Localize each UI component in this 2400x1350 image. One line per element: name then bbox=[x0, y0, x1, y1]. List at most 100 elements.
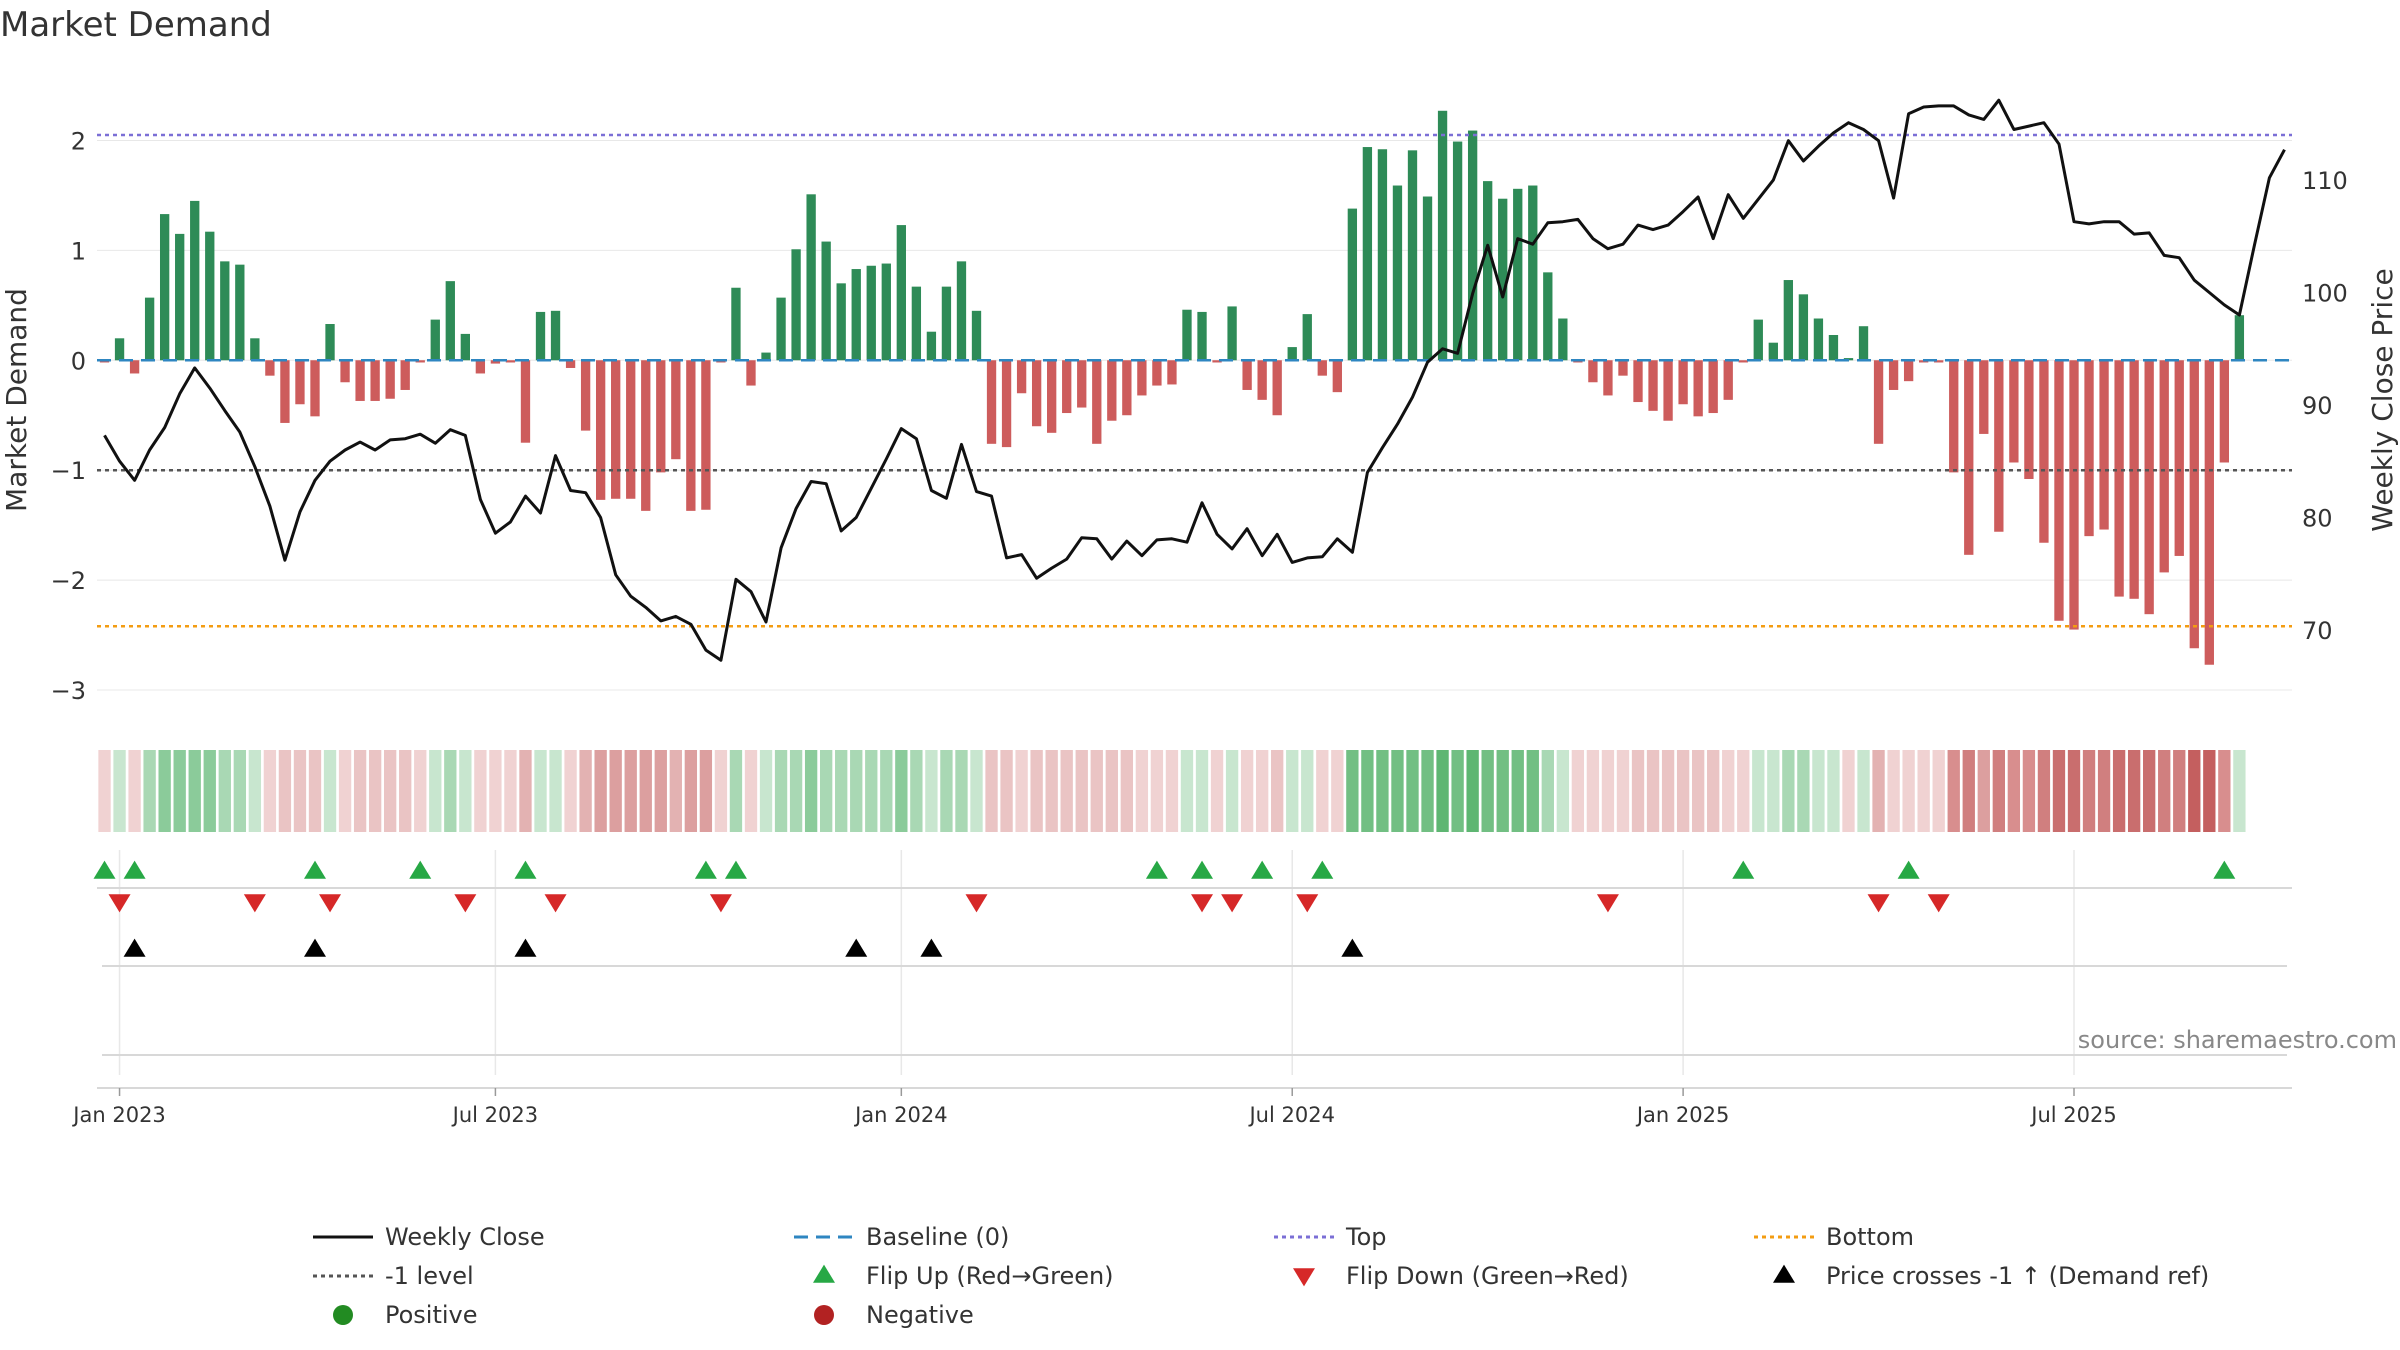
demand-bar bbox=[1663, 360, 1673, 421]
price-cross-marker bbox=[1341, 938, 1364, 957]
demand-bar bbox=[761, 352, 771, 361]
strip-cell bbox=[564, 750, 577, 832]
demand-bar bbox=[595, 360, 606, 500]
strip-cell bbox=[2037, 750, 2051, 832]
strip-cell bbox=[173, 750, 186, 832]
demand-bar bbox=[656, 360, 666, 473]
strip-cell bbox=[1752, 750, 1765, 832]
strip-cell bbox=[639, 750, 652, 832]
demand-bar bbox=[956, 261, 967, 361]
legend-item: Positive bbox=[333, 1301, 478, 1329]
strip-cell bbox=[699, 750, 713, 832]
flip-up-marker bbox=[1191, 860, 1214, 879]
demand-bar bbox=[520, 360, 531, 443]
x-tick-label: Jul 2024 bbox=[1247, 1103, 1334, 1127]
demand-bar bbox=[2144, 360, 2154, 615]
strip-cell bbox=[2067, 750, 2081, 832]
strip-cell bbox=[1000, 750, 1013, 832]
demand-bar bbox=[701, 360, 711, 510]
demand-bar bbox=[2174, 360, 2184, 556]
strip-cell bbox=[744, 750, 758, 832]
strip-cell bbox=[98, 750, 111, 832]
y-left-tick-label: −3 bbox=[51, 677, 86, 705]
strip-cell bbox=[2097, 750, 2111, 832]
strip-cell bbox=[549, 750, 562, 832]
strip-cell bbox=[1601, 750, 1615, 832]
demand-bar bbox=[611, 360, 621, 499]
demand-bar bbox=[265, 360, 275, 376]
strip-cell bbox=[865, 750, 878, 832]
strip-cell bbox=[669, 750, 682, 832]
legend-item: Baseline (0) bbox=[794, 1223, 1009, 1251]
demand-bar bbox=[1543, 272, 1553, 361]
demand-bar bbox=[1648, 360, 1658, 411]
demand-bar bbox=[1708, 360, 1718, 414]
flip-up-marker bbox=[2213, 860, 2236, 879]
strip-cell bbox=[1240, 750, 1254, 832]
legend-swatch bbox=[813, 1264, 835, 1283]
demand-bar bbox=[415, 360, 425, 363]
demand-bar bbox=[1979, 360, 1989, 434]
legend-label: Positive bbox=[385, 1301, 478, 1329]
flip-down-marker bbox=[319, 894, 342, 913]
price-line bbox=[103, 98, 2286, 662]
demand-bar bbox=[1287, 347, 1297, 361]
demand-bar bbox=[1257, 360, 1267, 400]
source-note: source: sharemaestro.com bbox=[2078, 1026, 2397, 1054]
strip-cell bbox=[1481, 750, 1494, 832]
strip-cell bbox=[188, 750, 201, 832]
strip-cell bbox=[1075, 750, 1088, 832]
strip-cell bbox=[1902, 750, 1915, 832]
demand-bar bbox=[1873, 360, 1884, 444]
demand-bar bbox=[1693, 360, 1703, 417]
strip-cell bbox=[1842, 750, 1855, 832]
price-cross-marker bbox=[920, 938, 943, 957]
strip-cell bbox=[1120, 750, 1134, 832]
strip-cell bbox=[1962, 750, 1975, 832]
strip-cell bbox=[1271, 750, 1284, 832]
strip-cell bbox=[1496, 750, 1509, 832]
legend-label: Price crosses -1 ↑ (Demand ref) bbox=[1826, 1262, 2209, 1290]
strip-cell bbox=[113, 750, 126, 832]
demand-bar bbox=[731, 287, 741, 361]
demand-bar bbox=[580, 360, 591, 431]
demand-bar bbox=[1588, 360, 1598, 383]
flip-down-marker bbox=[1927, 894, 1950, 913]
demand-bar bbox=[235, 264, 245, 361]
y-left-tick-label: −2 bbox=[51, 567, 86, 595]
demand-bar bbox=[1813, 318, 1824, 361]
demand-bar bbox=[460, 333, 470, 361]
strip-cell bbox=[1511, 750, 1524, 832]
demand-bar bbox=[1888, 360, 1899, 390]
price-line-layer bbox=[103, 98, 2286, 662]
legend-item: Price crosses -1 ↑ (Demand ref) bbox=[1773, 1262, 2209, 1290]
strip-cell bbox=[2112, 750, 2126, 832]
x-tick-label: Jul 2023 bbox=[451, 1103, 538, 1127]
demand-bar bbox=[1858, 326, 1869, 361]
demand-bar bbox=[1828, 335, 1839, 361]
demand-bar bbox=[1603, 360, 1613, 396]
strip-cell bbox=[970, 750, 983, 832]
strip-cell bbox=[1737, 750, 1750, 832]
strip-cell bbox=[804, 750, 818, 832]
strip-cell bbox=[714, 750, 728, 832]
strip-cell bbox=[338, 750, 352, 832]
flip-down-marker bbox=[544, 894, 567, 913]
x-tick-label: Jan 2023 bbox=[71, 1103, 166, 1127]
y-right-tick-label: 80 bbox=[2302, 504, 2333, 532]
legend-item: -1 level bbox=[313, 1262, 474, 1290]
demand-bar bbox=[445, 281, 455, 361]
strip-cell bbox=[143, 750, 156, 832]
demand-bar bbox=[280, 360, 290, 423]
flip-down-marker bbox=[1191, 894, 1214, 913]
demand-bar bbox=[1031, 360, 1042, 427]
strip-cell bbox=[1286, 750, 1299, 832]
legend-swatch bbox=[1773, 1264, 1795, 1283]
demand-bar bbox=[836, 283, 846, 361]
strip-cell bbox=[2203, 750, 2216, 832]
strip-cell bbox=[1857, 750, 1870, 832]
demand-bar bbox=[1392, 185, 1403, 361]
demand-bar bbox=[971, 310, 982, 361]
demand-bar bbox=[1317, 360, 1327, 376]
